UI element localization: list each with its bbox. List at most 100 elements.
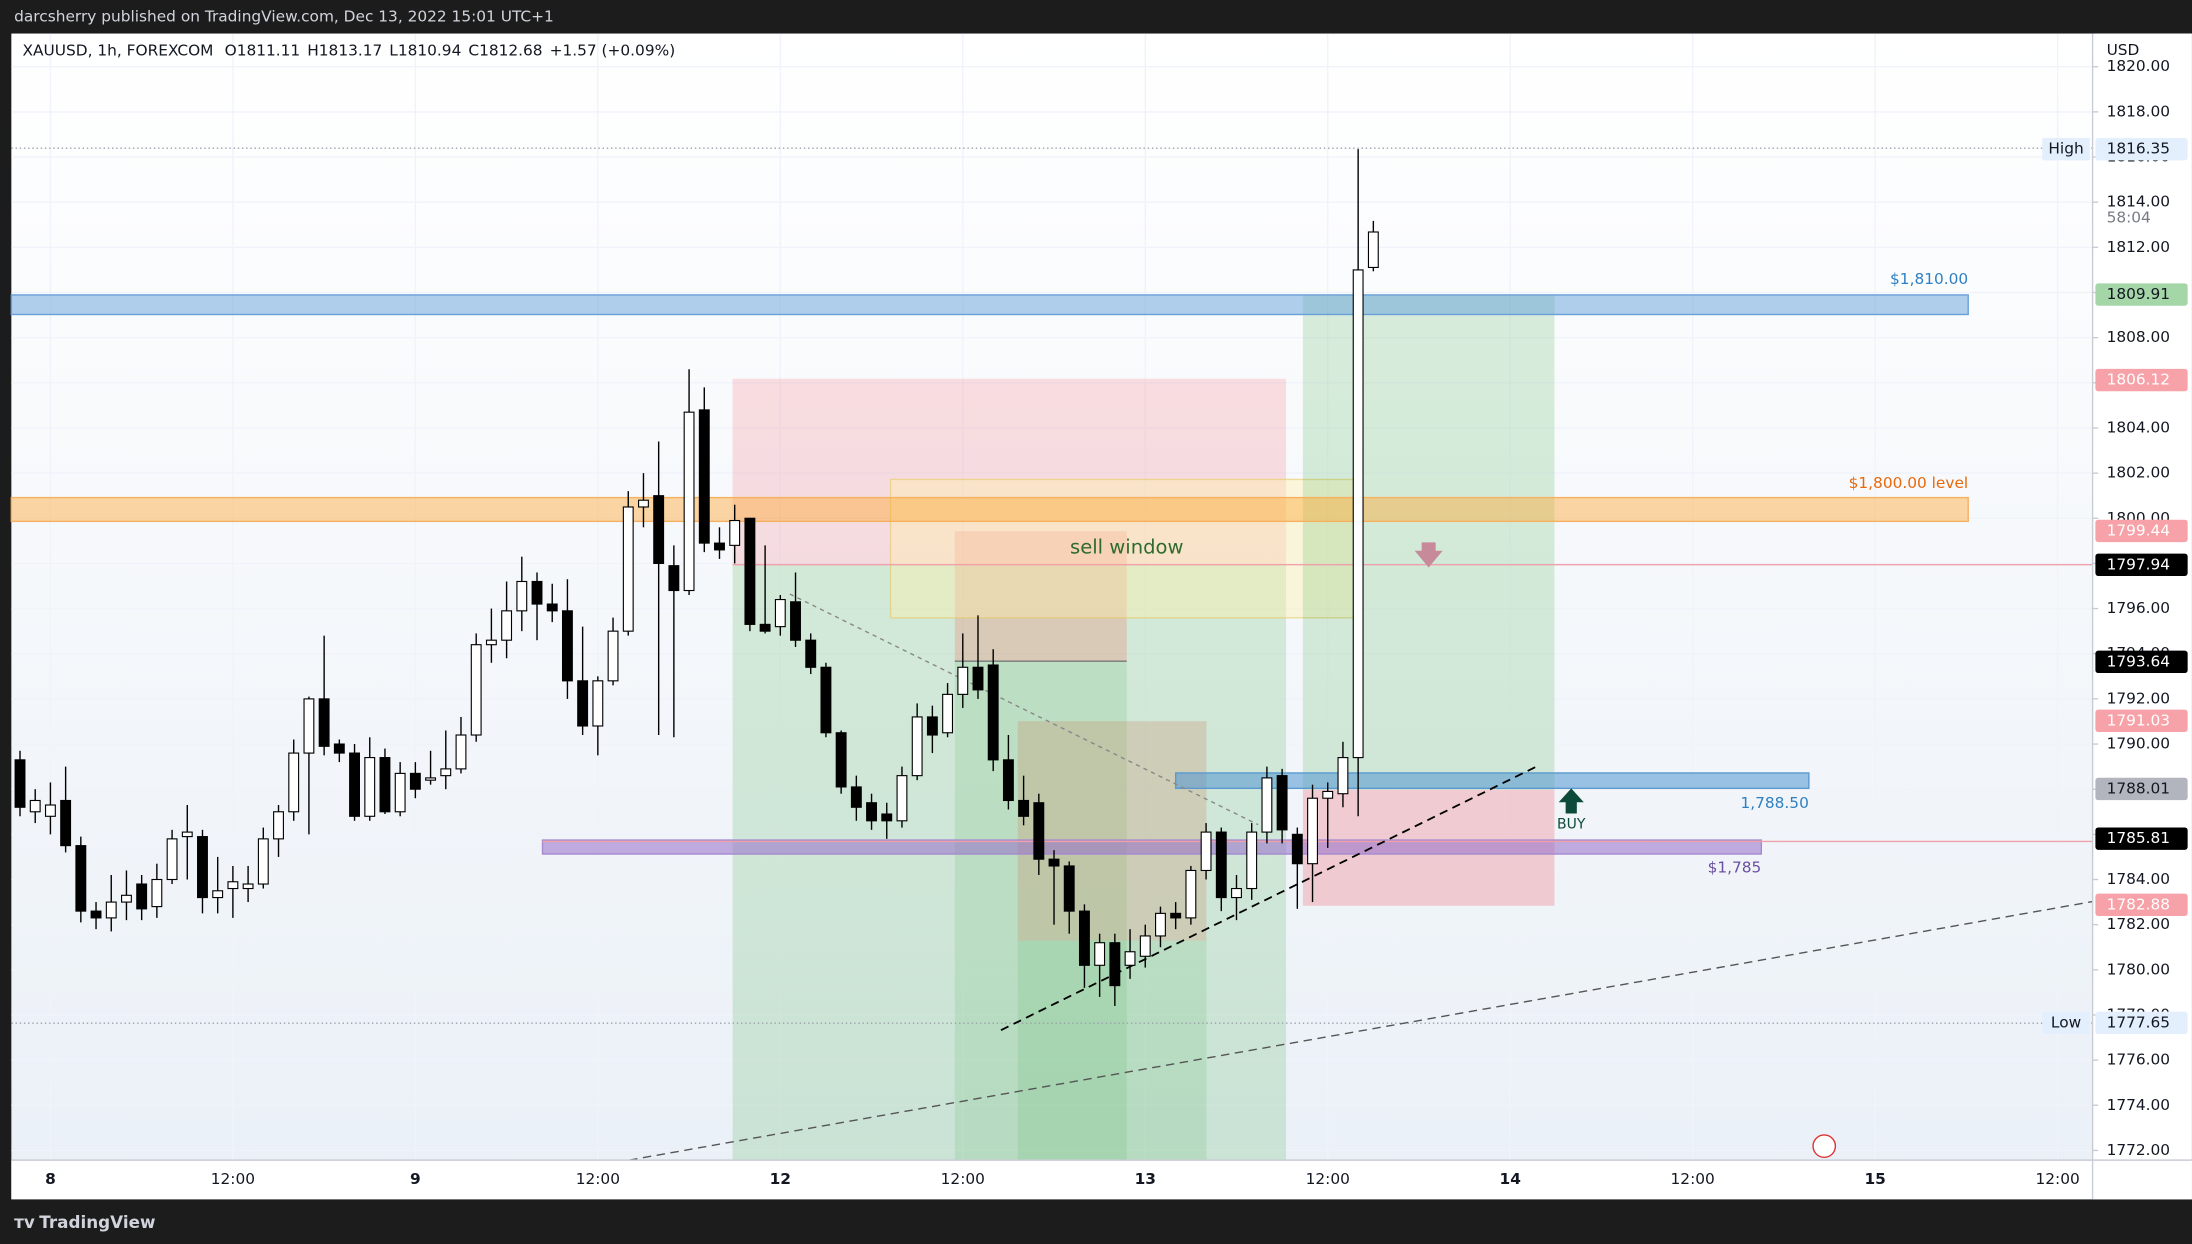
- zone-band: [10, 294, 1969, 316]
- candle-body: [1352, 269, 1364, 759]
- candle-body: [60, 799, 72, 847]
- candle-body: [1078, 910, 1090, 966]
- y-tick-label: 1780.00: [2107, 960, 2171, 978]
- price-tag-bg: [2042, 137, 2090, 161]
- candle-body: [1200, 831, 1212, 872]
- drawings: $1,810.00 $1,800.00 level 1,788.50 $1,78…: [10, 147, 2093, 1161]
- sell-window-label: sell window: [1070, 535, 1183, 558]
- logo-mark: ᴛᴠ: [14, 1212, 35, 1232]
- price-label: 1791.03: [2107, 711, 2171, 729]
- candle-body: [896, 775, 908, 822]
- y-tick-label: 1776.00: [2107, 1051, 2171, 1069]
- candle-body: [440, 768, 452, 777]
- price-tag-bg: [2042, 1011, 2090, 1035]
- candle-body: [151, 878, 163, 908]
- price-tag: Low: [2051, 1013, 2081, 1031]
- risk-box: [954, 531, 1127, 662]
- zone-label: $1,810.00: [1890, 270, 1968, 288]
- candle-body: [364, 757, 376, 817]
- legend-item: L: [389, 41, 398, 59]
- candle-body: [136, 883, 148, 910]
- candles: [14, 149, 1379, 1006]
- countdown: 58:04: [2107, 209, 2151, 227]
- candle-body: [166, 838, 178, 881]
- y-tick-label: 1820.00: [2107, 57, 2171, 75]
- price-label: 1782.88: [2107, 895, 2171, 913]
- price-label-bg: [2095, 519, 2188, 543]
- candle-body: [729, 519, 741, 546]
- legend-item: 1812.68: [479, 41, 543, 59]
- candle-body: [653, 495, 665, 564]
- candle-body: [44, 804, 56, 817]
- candle-body: [531, 580, 543, 605]
- sell-arrow: [1414, 542, 1443, 568]
- candle-body: [105, 901, 117, 919]
- sell-window-box: [889, 478, 1357, 619]
- price-label-bg: [2095, 893, 2188, 916]
- candle-body: [744, 517, 756, 625]
- candle-body: [394, 772, 406, 813]
- candle-body: [774, 598, 786, 628]
- legend-item: +1.57 (+0.09%): [550, 41, 676, 59]
- legend-item: 1811.11: [237, 41, 301, 59]
- candle-body: [257, 838, 269, 885]
- candle-body: [349, 752, 360, 817]
- candle-body: [668, 565, 680, 592]
- candle-body: [318, 698, 330, 747]
- price-label: 1806.12: [2107, 371, 2171, 389]
- legend-item: 1813.17: [319, 41, 383, 59]
- zone-label: $1,800.00 level: [1849, 474, 1969, 492]
- candle-body: [1094, 942, 1106, 966]
- candle-body: [957, 666, 969, 695]
- x-tick-label: 12:00: [576, 1170, 620, 1188]
- y-tick-label: 1808.00: [2107, 328, 2171, 346]
- y-tick-label: 1802.00: [2107, 464, 2171, 482]
- x-tick-label: 9: [410, 1170, 421, 1188]
- candle-body: [942, 693, 954, 734]
- header-text: darcsherry published on TradingView.com,…: [14, 7, 554, 25]
- chart-background: [11, 33, 2192, 1200]
- candle-body: [501, 610, 513, 641]
- candle-body: [1231, 887, 1242, 899]
- candle-body: [75, 845, 87, 912]
- candle-body: [1337, 757, 1349, 795]
- candle-body: [835, 732, 847, 788]
- y-tick-label: 1774.00: [2107, 1096, 2171, 1114]
- y-tick-label: 1790.00: [2107, 735, 2171, 753]
- candle-body: [242, 883, 254, 890]
- candle-body: [181, 831, 193, 838]
- price-label: 1785.81: [2107, 829, 2171, 847]
- candle-body: [29, 799, 41, 813]
- trend-line: [1000, 765, 1539, 1031]
- x-tick-label: 12:00: [211, 1170, 255, 1188]
- y-tick-label: 1784.00: [2107, 870, 2171, 888]
- price-label-bg: [2095, 283, 2188, 306]
- price-label-bg: [2095, 650, 2188, 674]
- grid-layer: [11, 33, 2093, 1161]
- candle-body: [638, 499, 649, 508]
- candle-body: [455, 734, 467, 770]
- candle-body: [714, 542, 725, 551]
- candle-body: [90, 910, 102, 919]
- candle-body: [227, 881, 239, 890]
- candle-body: [1291, 833, 1303, 865]
- candle-body: [212, 890, 224, 899]
- candle-body: [273, 811, 284, 840]
- candle-body: [866, 802, 878, 822]
- risk-box: [732, 378, 1287, 565]
- price-label: 1777.65: [2107, 1013, 2171, 1031]
- x-tick-label: 12:00: [941, 1170, 985, 1188]
- candle-body: [516, 580, 528, 612]
- x-tick-label: 14: [1500, 1170, 1521, 1188]
- price-label: 1793.64: [2107, 652, 2171, 670]
- legend-item: XAUUSD, 1h, FOREXCOM: [23, 41, 214, 59]
- path-line: [789, 593, 1259, 826]
- candle-body: [683, 411, 695, 592]
- candle-body: [592, 680, 604, 727]
- price-label-bg: [2095, 709, 2188, 732]
- y-tick-label: 1818.00: [2107, 102, 2171, 120]
- candle-body: [1109, 942, 1121, 987]
- candle-body: [1367, 231, 1379, 269]
- y-tick-label: 1792.00: [2107, 689, 2171, 707]
